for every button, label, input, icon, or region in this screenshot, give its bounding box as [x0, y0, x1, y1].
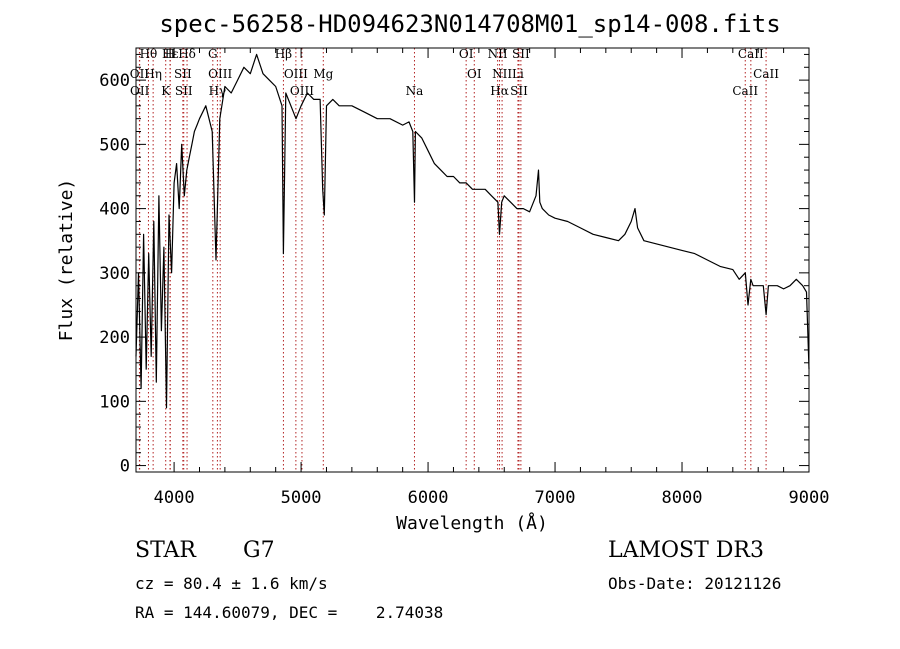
spectral-line-label: CaII	[753, 67, 779, 81]
spectral-line-label: SII	[512, 47, 530, 61]
y-tick-label: 500	[99, 135, 130, 155]
survey-name: LAMOST DR3	[608, 538, 764, 563]
spectral-line-label: SII	[175, 84, 193, 98]
spectral-line-label: SII	[174, 67, 192, 81]
spectral-line-label: G	[208, 47, 218, 61]
y-tick-label: 400	[99, 200, 130, 220]
y-tick-label: 100	[99, 392, 130, 412]
spectral-line-label: NII	[492, 67, 512, 81]
spectral-line-label: Hθ	[140, 47, 158, 61]
spectral-line-label: Li	[512, 67, 524, 81]
y-tick-label: 600	[99, 71, 130, 91]
x-tick-label: 9000	[789, 488, 830, 508]
sky-coordinates: RA = 144.60079, DEC = 2.74038	[135, 603, 444, 622]
spectral-line-label: Hγ	[209, 84, 227, 98]
spectral-line-label: CaII	[738, 47, 764, 61]
spectral-line-label: K	[161, 84, 171, 98]
spectral-line-label: Hα	[490, 84, 509, 98]
chart-title: spec-56258-HD094623N014708M01_sp14-008.f…	[159, 10, 780, 38]
spectral-line-label: OII	[130, 84, 150, 98]
x-tick-label: 4000	[154, 488, 195, 508]
spectral-line-label: H	[165, 47, 175, 61]
y-tick-label: 0	[120, 457, 130, 477]
spectral-line-label: OI	[459, 47, 474, 61]
y-tick-label: 200	[99, 328, 130, 348]
x-tick-label: 8000	[662, 488, 703, 508]
spectral-line-label: OIII	[208, 67, 232, 81]
y-axis-label: Flux (relative)	[56, 179, 77, 342]
x-tick-label: 5000	[281, 488, 322, 508]
spectral-line-label: Mg	[313, 67, 333, 81]
object-class: STAR	[135, 538, 196, 563]
spectral-line-label: CaII	[732, 84, 758, 98]
spectral-line-label: Hβ	[275, 47, 292, 61]
spectral-line-label: Hδ	[178, 47, 196, 61]
x-tick-label: 7000	[535, 488, 576, 508]
spectral-line-label: Na	[406, 84, 424, 98]
object-subclass: G7	[243, 538, 275, 563]
observation-date: Obs-Date: 20121126	[608, 574, 782, 593]
redshift-velocity: cz = 80.4 ± 1.6 km/s	[135, 574, 328, 593]
spectral-line-label: NII	[488, 47, 508, 61]
flux-series-line	[135, 53, 810, 409]
y-tick-label: 300	[99, 264, 130, 284]
x-tick-label: 6000	[408, 488, 449, 508]
spectral-line-label: SII	[510, 84, 528, 98]
x-axis-label: Wavelength (Å)	[396, 512, 548, 534]
spectral-line-label: Hη	[144, 67, 162, 81]
spectral-line-label: OIII	[284, 67, 308, 81]
spectral-line-label: OII	[130, 67, 150, 81]
spectral-line-label: OI	[467, 67, 482, 81]
